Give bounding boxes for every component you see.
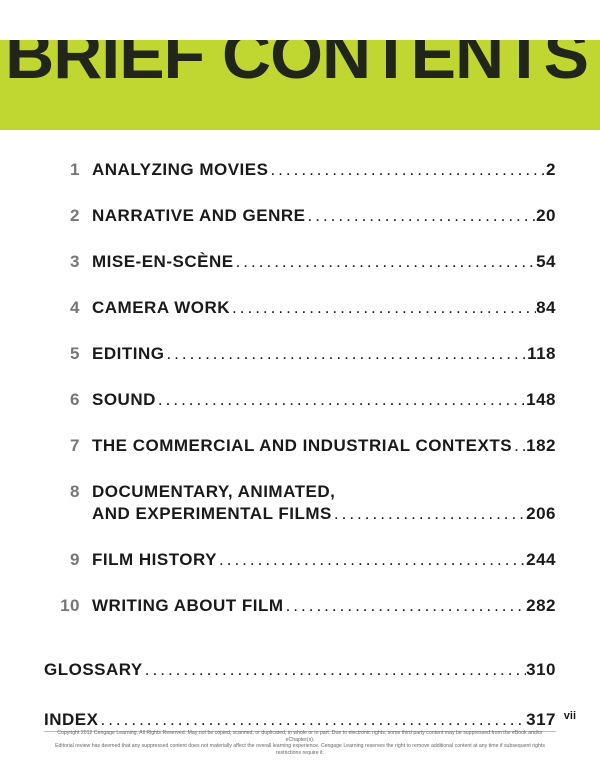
toc-page-number: 244	[526, 550, 556, 570]
copyright: Copyright 2012 Cengage Learning. All Rig…	[44, 730, 556, 756]
toc-chapter-title: INDEX	[44, 710, 98, 730]
toc-page-number: 310	[526, 660, 556, 680]
toc-page-number: 54	[536, 252, 556, 272]
toc-chapter-number: 3	[44, 252, 92, 272]
toc-leader: ........................................…	[268, 160, 546, 180]
toc-chapter-title: FILM HISTORY	[92, 550, 217, 570]
toc-entry: 7THE COMMERCIAL AND INDUSTRIAL CONTEXTS.…	[44, 436, 556, 456]
toc-entry: 5EDITING................................…	[44, 344, 556, 364]
toc-chapter-number: 1	[44, 160, 92, 180]
toc-chapter-title: SOUND	[92, 390, 156, 410]
toc-leader: ........................................…	[143, 660, 526, 680]
toc-entry: 8DOCUMENTARY, ANIMATED,	[44, 482, 556, 502]
toc-entry: 4CAMERA WORK............................…	[44, 298, 556, 318]
toc-backmatter-entry: GLOSSARY................................…	[44, 660, 556, 680]
toc-chapter-title: AND EXPERIMENTAL FILMS	[92, 504, 332, 524]
toc-chapter-number: 2	[44, 206, 92, 226]
toc-entry: 6SOUND..................................…	[44, 390, 556, 410]
page-number: vii	[564, 710, 576, 722]
toc-chapter-title: CAMERA WORK	[92, 298, 230, 318]
toc-chapter-title: EDITING	[92, 344, 164, 364]
toc-leader: ........................................…	[230, 298, 536, 318]
toc-leader: ........................................…	[156, 390, 526, 410]
toc-chapter-number: 8	[44, 482, 92, 502]
toc-chapter-title: MISE-EN-SCÈNE	[92, 252, 234, 272]
toc-leader: ........................................…	[332, 504, 526, 524]
toc-chapter-number: 4	[44, 298, 92, 318]
header-band: BRIEF CONTENTS	[0, 40, 600, 130]
copyright-line2: Editorial review has deemed that any sup…	[44, 743, 556, 756]
copyright-line1: Copyright 2012 Cengage Learning. All Rig…	[44, 730, 556, 743]
toc-chapter-title: DOCUMENTARY, ANIMATED,	[92, 482, 335, 502]
toc-leader: ........................................…	[306, 206, 537, 226]
toc-entry: 1ANALYZING MOVIES.......................…	[44, 160, 556, 180]
toc-chapter-title: WRITING ABOUT FILM	[92, 596, 284, 616]
toc-entry: 9FILM HISTORY...........................…	[44, 550, 556, 570]
toc-leader: ........................................…	[98, 710, 526, 730]
toc-chapter-title: NARRATIVE AND GENRE	[92, 206, 306, 226]
toc-leader: ........................................…	[217, 550, 526, 570]
toc-chapter-number: 10	[44, 596, 92, 616]
toc-leader: ........................................…	[234, 252, 537, 272]
toc-entry: 3MISE-EN-SCÈNE..........................…	[44, 252, 556, 272]
toc-page-number: 20	[536, 206, 556, 226]
toc-chapter-number: 7	[44, 436, 92, 456]
toc-leader: ........................................…	[512, 436, 526, 456]
toc-page-number: 317	[526, 710, 556, 730]
toc-page-number: 84	[536, 298, 556, 318]
toc-page-number: 148	[526, 390, 556, 410]
toc-chapter-number: 5	[44, 344, 92, 364]
toc-leader: ........................................…	[284, 596, 527, 616]
toc-leader: ........................................…	[164, 344, 527, 364]
toc-entry: 10WRITING ABOUT FILM....................…	[44, 596, 556, 616]
toc-page-number: 182	[526, 436, 556, 456]
toc: 1ANALYZING MOVIES.......................…	[44, 160, 556, 760]
toc-entry-subline: AND EXPERIMENTAL FILMS..................…	[92, 504, 556, 524]
page-title: BRIEF CONTENTS	[0, 40, 588, 94]
toc-page-number: 282	[526, 596, 556, 616]
toc-chapter-number: 6	[44, 390, 92, 410]
toc-chapter-title: THE COMMERCIAL AND INDUSTRIAL CONTEXTS	[92, 436, 512, 456]
toc-chapter-title: ANALYZING MOVIES	[92, 160, 268, 180]
toc-chapter-number: 9	[44, 550, 92, 570]
toc-page-number: 118	[527, 344, 556, 364]
toc-backmatter-entry: INDEX...................................…	[44, 710, 556, 730]
toc-page-number: 206	[526, 504, 556, 524]
toc-entry: 2NARRATIVE AND GENRE....................…	[44, 206, 556, 226]
toc-page-number: 2	[546, 160, 556, 180]
toc-chapter-title: GLOSSARY	[44, 660, 143, 680]
